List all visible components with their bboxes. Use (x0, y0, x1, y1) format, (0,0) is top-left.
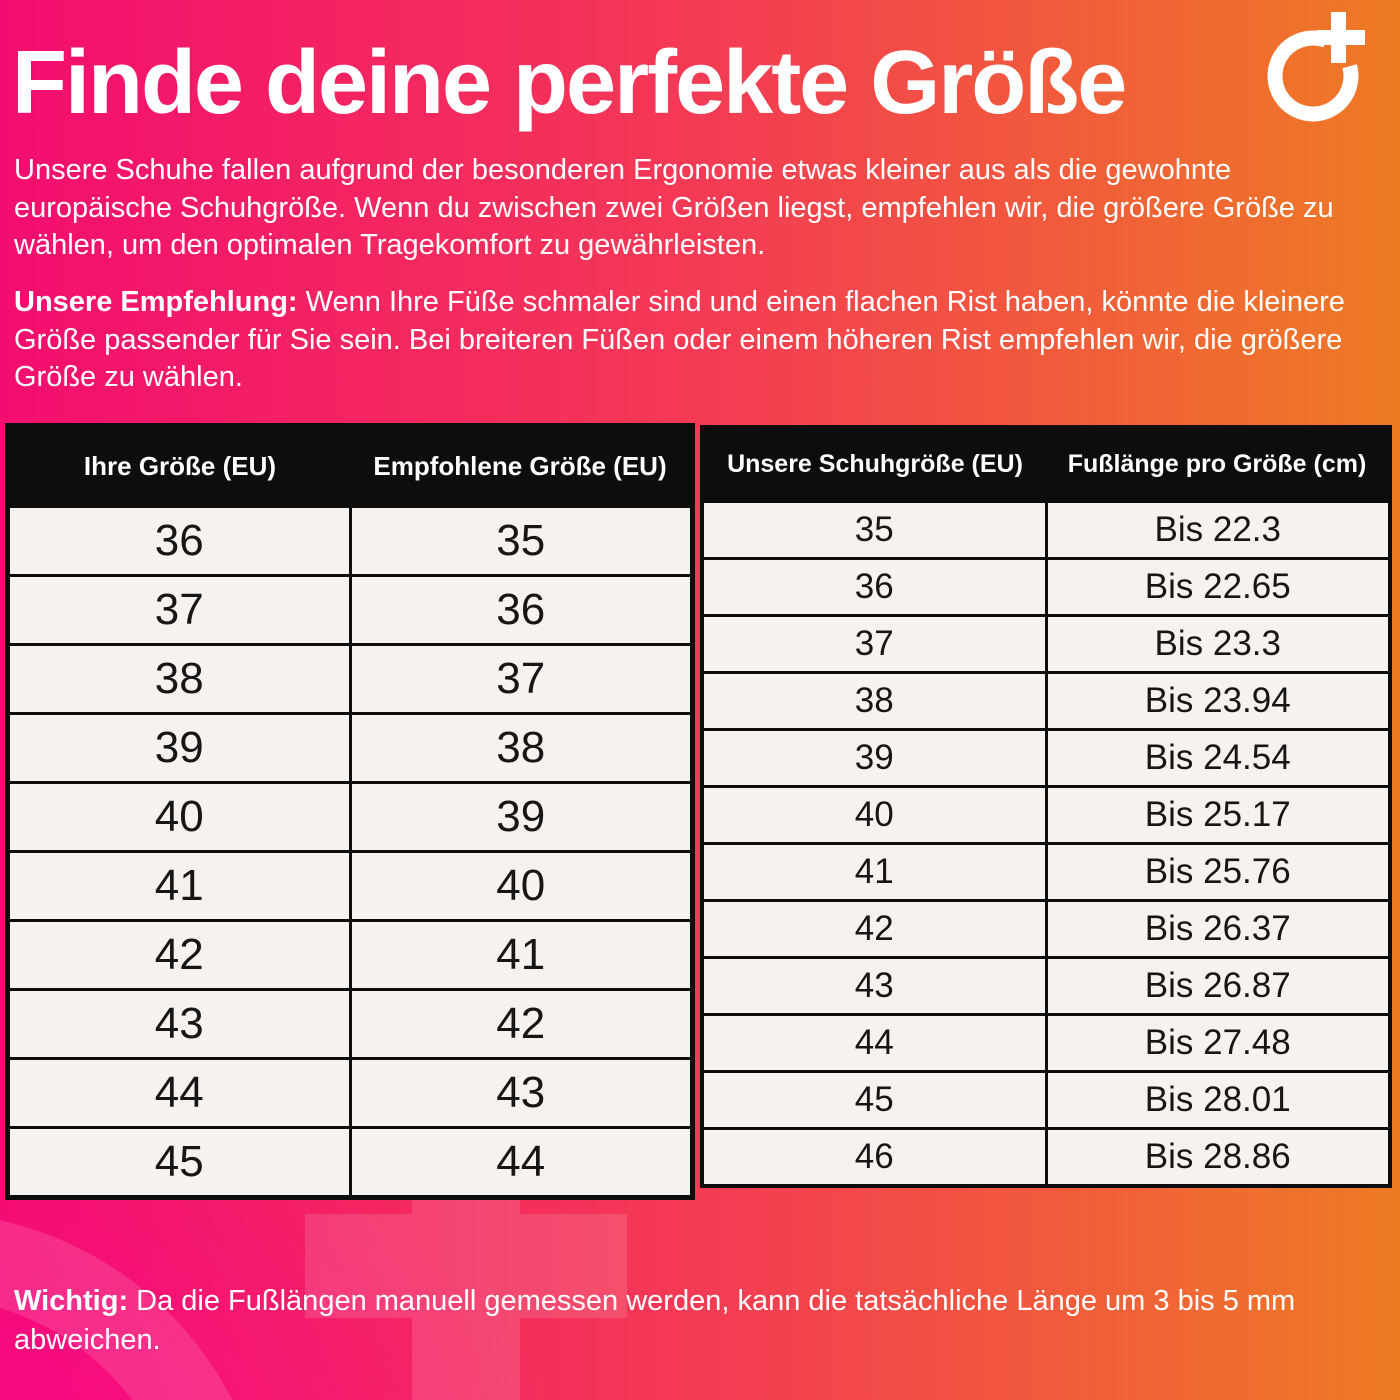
recommended-size-cell: 37 (348, 643, 694, 715)
shoe-size-cell: 46 (700, 1127, 1048, 1188)
your-size-cell: 45 (6, 1126, 352, 1199)
footer-note: Wichtig: Da die Fußlängen manuell gemess… (14, 1282, 1379, 1360)
table-row: 43 Bis 26.87 (700, 956, 1392, 1016)
table-row: 40 Bis 25.17 (700, 785, 1392, 845)
shoe-size-cell: 36 (700, 557, 1048, 617)
foot-length-cell: Bis 23.94 (1044, 671, 1392, 731)
foot-length-cell: Bis 22.65 (1044, 557, 1392, 617)
your-size-cell: 44 (6, 1057, 352, 1129)
foot-length-cell: Bis 25.76 (1044, 842, 1392, 902)
your-size-cell: 42 (6, 919, 352, 991)
table-row: 43 42 (6, 988, 694, 1060)
table-header-row: Unsere Schuhgröße (EU) Fußlänge pro Größ… (702, 427, 1390, 502)
shoe-size-cell: 41 (700, 842, 1048, 902)
page-title: Finde deine perfekte Größe (12, 33, 1127, 133)
table-row: 38 37 (6, 643, 694, 715)
table-row: 42 Bis 26.37 (700, 899, 1392, 959)
recommendation-body: Wenn Ihre Füße schmaler sind und einen f… (14, 286, 1345, 394)
intro-text: Unsere Schuhe fallen aufgrund der besond… (14, 154, 1334, 262)
table-row: 36 35 (6, 505, 694, 577)
table-row: 44 43 (6, 1057, 694, 1129)
recommended-size-cell: 42 (348, 988, 694, 1060)
recommendation-text: Unsere Empfehlung: Wenn Ihre Füße schmal… (14, 284, 1394, 397)
shoe-size-cell: 42 (700, 899, 1048, 959)
size-recommendation-table: Ihre Größe (EU) Empfohlene Größe (EU) 36… (5, 423, 695, 1200)
column-header: Ihre Größe (EU) (7, 425, 350, 507)
shoe-size-cell: 35 (700, 500, 1048, 560)
shoe-size-cell: 44 (700, 1013, 1048, 1073)
table-row: 46 Bis 28.86 (700, 1127, 1392, 1188)
foot-length-cell: Bis 26.37 (1044, 899, 1392, 959)
table-row: 42 41 (6, 919, 694, 991)
shoe-size-cell: 38 (700, 671, 1048, 731)
table-row: 44 Bis 27.48 (700, 1013, 1392, 1073)
table-row: 41 40 (6, 850, 694, 922)
table-row: 39 38 (6, 712, 694, 784)
shoe-size-cell: 37 (700, 614, 1048, 674)
foot-length-cell: Bis 26.87 (1044, 956, 1392, 1016)
table-row: 45 44 (6, 1126, 694, 1199)
your-size-cell: 40 (6, 781, 352, 853)
shoe-size-cell: 45 (700, 1070, 1048, 1130)
footer-note-label: Wichtig: (14, 1285, 129, 1317)
watermark-plus-icon (305, 1214, 627, 1318)
shoe-size-cell: 40 (700, 785, 1048, 845)
your-size-cell: 36 (6, 505, 352, 577)
table-row: 35 Bis 22.3 (700, 500, 1392, 560)
table-header-row: Ihre Größe (EU) Empfohlene Größe (EU) (7, 425, 693, 507)
recommended-size-cell: 40 (348, 850, 694, 922)
foot-length-cell: Bis 28.86 (1044, 1127, 1392, 1188)
foot-length-cell: Bis 23.3 (1044, 614, 1392, 674)
foot-length-table: Unsere Schuhgröße (EU) Fußlänge pro Größ… (700, 425, 1392, 1188)
your-size-cell: 39 (6, 712, 352, 784)
shoe-size-cell: 39 (700, 728, 1048, 788)
table-row: 39 Bis 24.54 (700, 728, 1392, 788)
table-row: 45 Bis 28.01 (700, 1070, 1392, 1130)
recommended-size-cell: 43 (348, 1057, 694, 1129)
column-header: Unsere Schuhgröße (EU) (702, 427, 1046, 502)
foot-length-cell: Bis 28.01 (1044, 1070, 1392, 1130)
your-size-cell: 37 (6, 574, 352, 646)
table-row: 41 Bis 25.76 (700, 842, 1392, 902)
foot-length-cell: Bis 24.54 (1044, 728, 1392, 788)
recommended-size-cell: 35 (348, 505, 694, 577)
table-row: 40 39 (6, 781, 694, 853)
footer-note-body: Da die Fußlängen manuell gemessen werden… (14, 1285, 1296, 1357)
foot-length-cell: Bis 22.3 (1044, 500, 1392, 560)
foot-length-cell: Bis 25.17 (1044, 785, 1392, 845)
column-header: Empfohlene Größe (EU) (350, 425, 693, 507)
o-plus-logo-icon (1267, 12, 1365, 122)
column-header: Fußlänge pro Größe (cm) (1046, 427, 1390, 502)
table-row: 36 Bis 22.65 (700, 557, 1392, 617)
shoe-size-cell: 43 (700, 956, 1048, 1016)
your-size-cell: 41 (6, 850, 352, 922)
watermark-plus-icon (412, 1318, 520, 1400)
your-size-cell: 43 (6, 988, 352, 1060)
table-row: 38 Bis 23.94 (700, 671, 1392, 731)
recommended-size-cell: 44 (348, 1126, 694, 1199)
recommended-size-cell: 38 (348, 712, 694, 784)
foot-length-cell: Bis 27.48 (1044, 1013, 1392, 1073)
recommended-size-cell: 39 (348, 781, 694, 853)
table-row: 37 Bis 23.3 (700, 614, 1392, 674)
recommendation-label: Unsere Empfehlung: (14, 286, 298, 318)
your-size-cell: 38 (6, 643, 352, 715)
recommended-size-cell: 36 (348, 574, 694, 646)
recommended-size-cell: 41 (348, 919, 694, 991)
table-row: 37 36 (6, 574, 694, 646)
